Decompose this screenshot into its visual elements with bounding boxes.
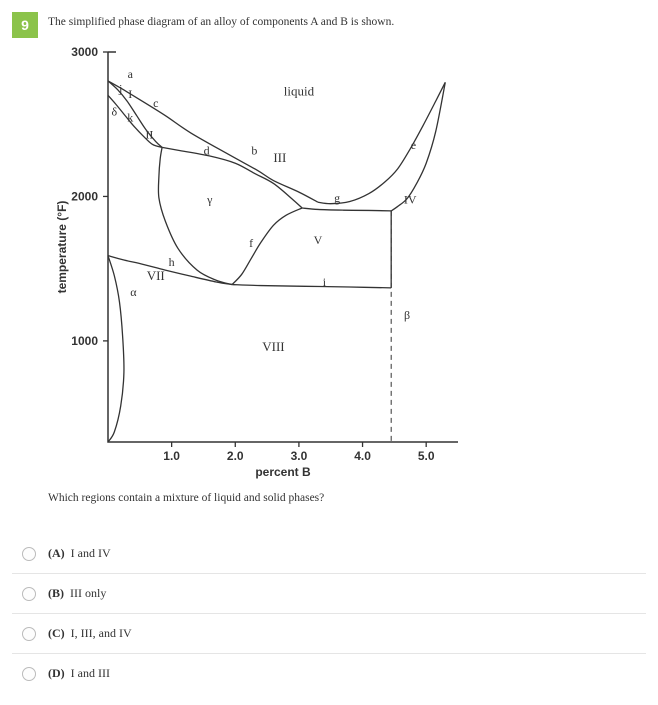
svg-text:δ: δ: [112, 105, 118, 119]
option-label: (A) I and IV: [48, 546, 111, 561]
svg-text:1000: 1000: [71, 334, 98, 348]
svg-text:liquid: liquid: [284, 83, 315, 98]
question-text: The simplified phase diagram of an alloy…: [48, 12, 394, 28]
svg-text:2000: 2000: [71, 189, 98, 203]
svg-text:IV: IV: [404, 193, 417, 207]
svg-text:1.0: 1.0: [163, 449, 180, 463]
svg-text:temperature (°F): temperature (°F): [55, 201, 69, 294]
svg-text:g: g: [334, 191, 340, 205]
svg-text:3.0: 3.0: [291, 449, 308, 463]
diagram-container: 1000 2000 3000 1.0 2.0 3.0 4.0 5.0 percent B temp…: [48, 42, 646, 504]
svg-text:β: β: [404, 308, 410, 322]
option-a[interactable]: (A) I and IV: [12, 534, 646, 574]
svg-text:k: k: [127, 110, 133, 124]
followup-question: Which regions contain a mixture of liqui…: [48, 492, 646, 504]
svg-text:d: d: [204, 144, 210, 158]
radio-icon[interactable]: [22, 627, 36, 641]
svg-text:percent B: percent B: [255, 465, 311, 479]
svg-text:α: α: [130, 285, 137, 299]
svg-text:4.0: 4.0: [354, 449, 371, 463]
svg-text:II: II: [145, 128, 153, 142]
svg-text:2.0: 2.0: [227, 449, 244, 463]
question-header: 9 The simplified phase diagram of an all…: [12, 12, 646, 38]
svg-text:h: h: [169, 255, 175, 269]
svg-text:e: e: [411, 138, 416, 152]
option-label: (C) I, III, and IV: [48, 626, 132, 641]
svg-text:V: V: [314, 233, 323, 247]
svg-text:III: III: [273, 150, 286, 165]
svg-text:I: I: [128, 87, 132, 101]
option-label: (B) III only: [48, 586, 106, 601]
radio-icon[interactable]: [22, 587, 36, 601]
svg-text:VIII: VIII: [262, 339, 284, 354]
option-label: (D) I and III: [48, 666, 110, 681]
question-number: 9: [12, 12, 38, 38]
option-c[interactable]: (C) I, III, and IV: [12, 614, 646, 654]
svg-text:f: f: [249, 236, 253, 250]
svg-text:5.0: 5.0: [418, 449, 435, 463]
svg-text:b: b: [251, 144, 257, 158]
svg-text:c: c: [153, 96, 158, 110]
svg-text:a: a: [128, 67, 134, 81]
radio-icon[interactable]: [22, 667, 36, 681]
option-b[interactable]: (B) III only: [12, 574, 646, 614]
svg-text:3000: 3000: [71, 45, 98, 59]
option-d[interactable]: (D) I and III: [12, 654, 646, 693]
radio-icon[interactable]: [22, 547, 36, 561]
svg-text:γ: γ: [206, 193, 213, 207]
svg-text:VII: VII: [147, 268, 165, 283]
svg-text:j: j: [118, 81, 122, 95]
phase-diagram: 1000 2000 3000 1.0 2.0 3.0 4.0 5.0 percent B temp…: [48, 42, 478, 482]
answer-options: (A) I and IV (B) III only (C) I, III, an…: [12, 534, 646, 693]
